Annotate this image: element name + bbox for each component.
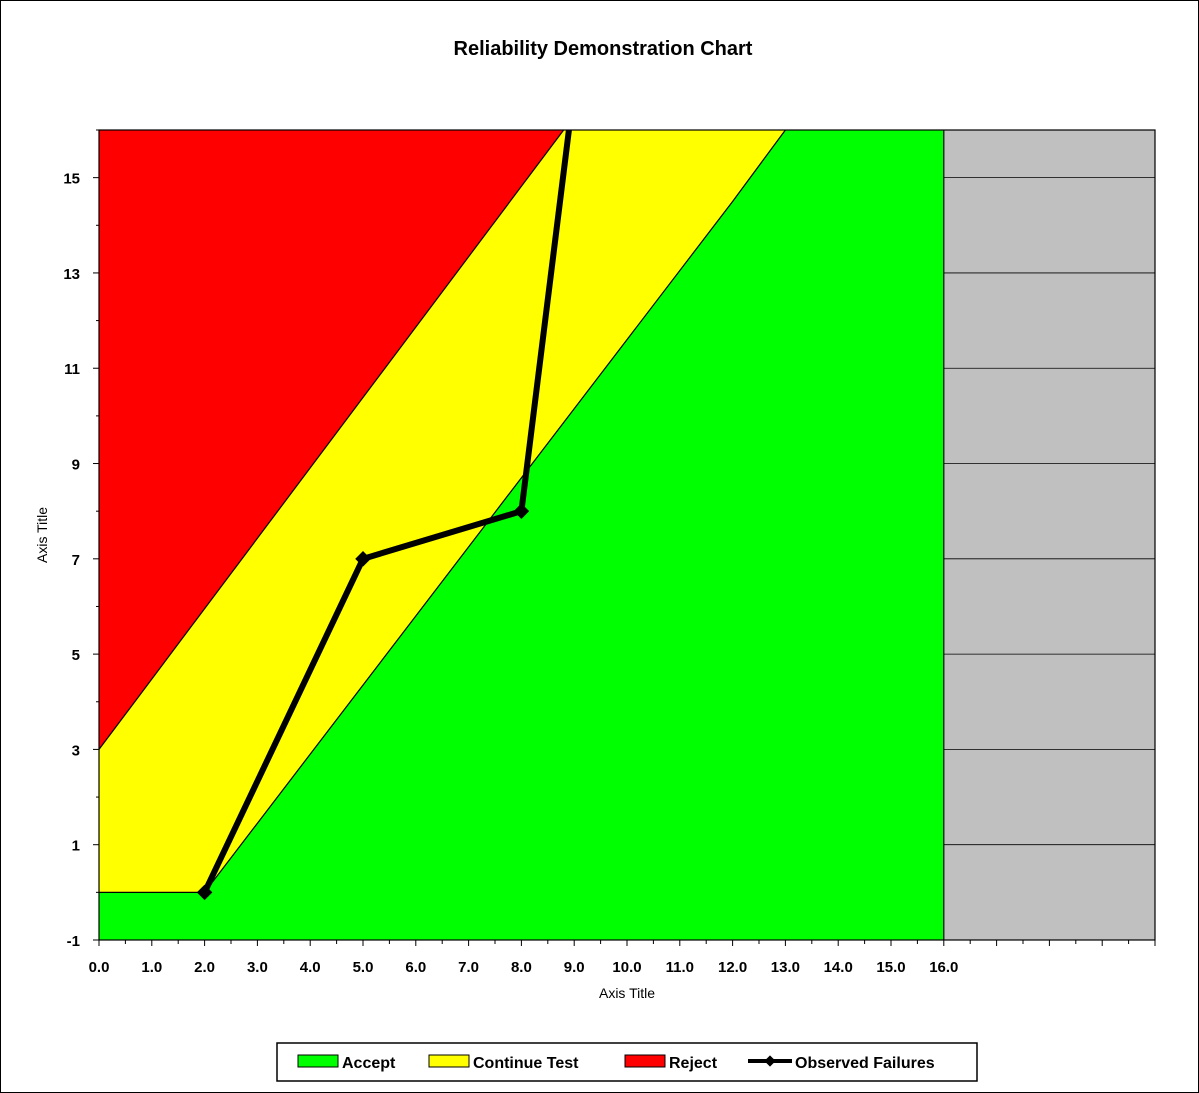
- legend: Accept Continue Test Reject Observed Fai…: [276, 1042, 978, 1082]
- y-tick-label: 5: [72, 647, 80, 664]
- x-tick-label: 12.0: [718, 959, 747, 976]
- x-tick-label: 7.0: [458, 959, 479, 976]
- y-tick-label: 1: [72, 838, 80, 855]
- legend-marker-observed-failures: [764, 1055, 776, 1067]
- accept-boundary-line: [99, 129, 786, 893]
- legend-label-continue-test: Continue Test: [473, 1055, 579, 1072]
- series-marker-observed-failures: [196, 884, 213, 901]
- legend-label-accept: Accept: [342, 1055, 396, 1072]
- legend-swatch-reject: [624, 1054, 666, 1068]
- x-tick-label: 14.0: [824, 959, 853, 976]
- region-truncated: [943, 130, 1155, 940]
- x-tick-label: 4.0: [300, 959, 321, 976]
- legend-item-observed-failures: Observed Failures: [748, 1055, 935, 1072]
- x-tick-label: 11.0: [666, 959, 694, 976]
- legend-swatch-accept: [297, 1054, 339, 1068]
- y-tick-label: 3: [72, 742, 80, 759]
- y-tick-label: 7: [72, 552, 80, 569]
- chart-title: Reliability Demonstration Chart: [454, 38, 753, 60]
- x-tick-label: 13.0: [771, 959, 800, 976]
- x-tick-label: 2.0: [194, 959, 215, 976]
- x-tick-label: 0.0: [89, 959, 110, 976]
- y-axis-title: Axis Title: [34, 507, 50, 563]
- legend-swatch-continue-test: [428, 1054, 470, 1068]
- legend-item-continue-test: Continue Test: [428, 1054, 579, 1072]
- x-tick-label: 9.0: [564, 959, 585, 976]
- x-tick-label: 6.0: [405, 959, 426, 976]
- x-tick-label: 10.0: [612, 959, 641, 976]
- y-tick-label: 9: [72, 457, 80, 474]
- legend-item-accept: Accept: [297, 1054, 396, 1072]
- x-tick-label: 3.0: [247, 959, 268, 976]
- x-tick-label: 5.0: [353, 959, 374, 976]
- y-tick-label: 11: [64, 361, 80, 378]
- legend-item-reject: Reject: [624, 1054, 718, 1072]
- x-tick-label: 1.0: [141, 959, 162, 976]
- y-tick-label: 15: [63, 171, 80, 188]
- series-line-observed-failures: [201, 129, 572, 894]
- x-tick-label: 8.0: [511, 959, 532, 976]
- legend-label-reject: Reject: [669, 1055, 718, 1072]
- x-tick-label: 15.0: [876, 959, 905, 976]
- y-tick-label: 13: [63, 266, 80, 283]
- x-axis-title: Axis Title: [599, 985, 655, 1001]
- y-tick-label: -1: [67, 933, 80, 950]
- x-tick-label: 16.0: [929, 959, 958, 976]
- legend-label-observed-failures: Observed Failures: [795, 1055, 935, 1072]
- reject-boundary-line: [98, 129, 565, 750]
